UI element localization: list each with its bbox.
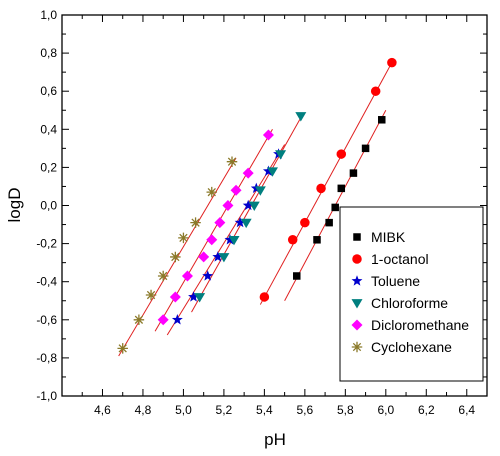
data-point-dicloromethane [262,129,274,141]
data-point-dicloromethane [198,251,210,263]
series-1-octanol [259,57,397,302]
y-tick-label: 0,6 [40,84,57,98]
data-point-cyclohexane [157,270,169,282]
data-point-mibk [293,272,301,280]
y-tick-label: 1,0 [40,8,57,22]
data-point-1-octanol [287,235,298,245]
data-point-cyclohexane [117,343,128,354]
data-point-1-octanol [370,86,381,96]
x-tick-label: 5,6 [297,403,314,417]
y-tick-label: 0,8 [40,46,57,60]
x-tick-label: 6,0 [377,403,394,417]
data-point-cyclohexane [178,232,189,244]
y-axis: -1,0 -0,8 -0,6 -0,4 -0,2 0,0 0,2 0,4 0,6 0,8 1,0 [36,8,487,403]
y-tick-label: 0,4 [40,122,57,136]
legend-label-mibk: MIBK [371,229,406,245]
data-point-dicloromethane [157,314,169,326]
data-point-chloroforme [266,167,278,177]
series-mibk [293,116,386,280]
data-point-1-octanol [259,292,270,302]
data-point-chloroforme [254,186,266,196]
data-point-mibk [325,218,333,227]
data-point-chloroforme [240,218,252,229]
legend-label-dicloromethane: Dicloromethane [371,317,469,333]
data-point-mibk [349,169,358,177]
fit-line-1-octanol [259,58,395,305]
data-point-cyclohexane [206,186,218,198]
data-markers [117,57,397,354]
data-point-1-octanol [300,217,310,228]
data-point-dicloromethane [230,184,242,196]
data-point-dicloromethane [169,291,181,303]
series-chloroforme [194,112,307,303]
legend: MIBK 1-octanol Toluene Chloroforme Diclorome… [339,206,484,382]
legend-marker-mibk [353,233,361,241]
data-point-toluene [202,270,214,281]
data-point-toluene [242,199,254,211]
data-point-mibk [313,236,321,244]
x-tick-label: 5,0 [175,403,192,417]
y-tick-label: -0,8 [36,351,57,365]
x-tick-label: 6,2 [418,403,435,417]
data-point-mibk [337,184,346,193]
y-tick-label: -1,0 [36,389,57,403]
data-point-cyclohexane [190,217,201,228]
data-point-dicloromethane [181,270,193,282]
data-point-toluene [224,234,236,245]
y-tick-label: -0,2 [36,237,57,251]
series-dicloromethane [157,129,274,326]
legend-marker-cyclohexane [351,341,363,353]
data-point-dicloromethane [242,167,254,179]
legend-label-cyclohexane: Cyclohexane [371,339,452,355]
data-point-toluene [171,314,183,325]
y-tick-label: -0,4 [36,275,57,289]
y-axis-title: logD [5,188,24,223]
data-point-chloroforme [194,293,206,303]
data-point-chloroforme [275,150,287,160]
x-tick-label: 6,4 [458,403,475,417]
data-point-1-octanol [387,57,397,68]
legend-marker-toluene [351,275,363,286]
x-tick-label: 4,8 [135,403,152,417]
legend-label-1-octanol: 1-octanol [371,251,429,267]
series-cyclohexane [117,156,238,354]
y-tick-label: 0,0 [40,199,57,213]
data-point-toluene [234,216,246,228]
data-point-1-octanol [316,183,326,194]
legend-box [339,206,484,382]
y-tick-label: 0,2 [40,160,57,174]
data-point-cyclohexane [226,156,238,167]
data-point-chloroforme [295,112,307,122]
data-point-chloroforme [218,253,230,263]
data-point-mibk [378,116,386,124]
x-axis-title: pH [264,430,286,449]
legend-marker-1-octanol [352,254,362,264]
data-point-toluene [188,291,200,302]
legend-marker-dicloromethane [351,319,363,331]
data-point-dicloromethane [222,200,234,211]
x-tick-label: 5,4 [256,403,273,417]
x-tick-label: 4,6 [94,403,111,417]
data-point-mibk [331,203,339,212]
data-point-chloroforme [248,201,260,211]
data-point-toluene [262,165,274,176]
fit-line-toluene [166,144,286,336]
x-axis: 4,6 4,8 5,0 5,2 5,4 5,6 5,8 6,0 6,2 6,4 [81,15,475,417]
data-point-mibk [361,144,370,153]
data-point-toluene [212,251,224,262]
data-point-1-octanol [336,149,347,159]
data-point-dicloromethane [214,217,226,229]
data-point-cyclohexane [170,251,181,263]
legend-label-chloroforme: Chloroforme [371,295,448,311]
legend-label-toluene: Toluene [371,273,420,289]
data-point-dicloromethane [206,234,218,246]
data-point-cyclohexane [133,314,145,326]
data-point-chloroforme [228,235,240,246]
y-tick-label: -0,6 [36,313,57,327]
x-tick-label: 5,2 [216,403,233,417]
legend-marker-chloroforme [351,299,363,309]
x-tick-label: 5,8 [337,403,354,417]
data-point-cyclohexane [145,289,157,301]
